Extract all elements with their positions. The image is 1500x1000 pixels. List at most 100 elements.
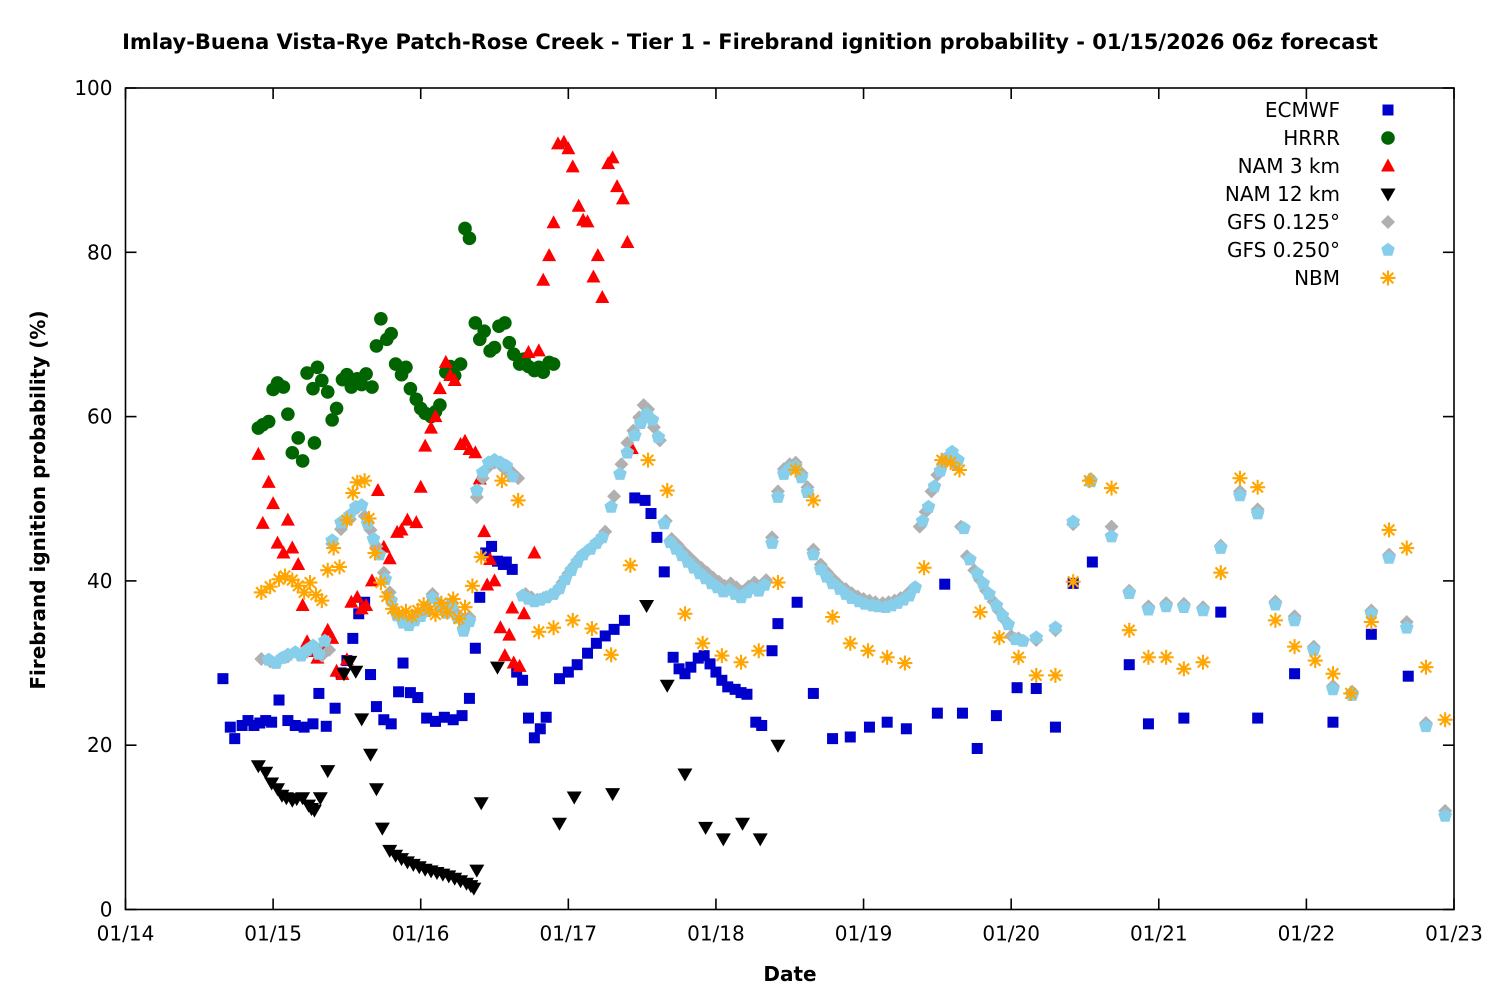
data-point-nbm xyxy=(292,579,305,592)
data-point-hrrr xyxy=(399,360,413,375)
data-point-ecmwf xyxy=(553,673,565,685)
data-point-ecmwf xyxy=(491,555,503,567)
data-point-nam-12-km xyxy=(354,713,370,727)
data-point-ecmwf xyxy=(1030,683,1042,695)
data-point-ecmwf xyxy=(378,714,390,726)
data-point-ecmwf xyxy=(282,715,294,727)
data-point-nbm xyxy=(1400,541,1413,555)
data-point-nam-3-km xyxy=(610,179,625,193)
legend-label: NBM xyxy=(1294,266,1340,290)
data-point-ecmwf xyxy=(404,687,416,699)
data-point-nbm xyxy=(447,592,460,606)
data-point-gfs-0-125- xyxy=(614,457,629,472)
data-point-ecmwf xyxy=(313,687,325,699)
data-point-nbm xyxy=(1177,662,1190,675)
data-point-nbm xyxy=(993,631,1006,644)
data-point-nbm xyxy=(734,656,748,669)
data-point-nam-12-km xyxy=(336,668,352,682)
data-point-ecmwf xyxy=(370,701,382,713)
data-point-nam-12-km xyxy=(466,882,482,896)
data-point-nam-3-km xyxy=(546,215,561,229)
legend-marker-asterisk xyxy=(1381,271,1395,285)
data-point-nam-3-km xyxy=(359,598,374,612)
data-point-nam-12-km xyxy=(735,817,751,831)
data-point-nbm xyxy=(696,637,709,650)
x-axis-label: Date xyxy=(763,962,817,986)
data-point-ecmwf xyxy=(618,614,630,626)
x-tick-label: 01/23 xyxy=(1425,922,1483,946)
data-point-nbm xyxy=(1123,624,1136,637)
data-point-ecmwf xyxy=(289,719,301,731)
data-point-ecmwf xyxy=(639,494,651,506)
data-point-nbm xyxy=(315,594,328,607)
data-point-hrrr xyxy=(295,454,310,468)
data-point-gfs-0-125- xyxy=(607,489,622,504)
legend-marker-square xyxy=(1382,104,1394,116)
data-point-nbm xyxy=(1439,713,1452,726)
data-point-ecmwf xyxy=(599,630,611,642)
data-point-hrrr xyxy=(291,431,306,445)
x-tick-label: 01/20 xyxy=(982,922,1040,946)
data-point-ecmwf xyxy=(522,712,534,724)
data-point-nam-3-km xyxy=(580,214,595,228)
data-point-nbm xyxy=(423,603,436,616)
data-point-nam-12-km xyxy=(342,655,358,669)
data-point-gfs-0-250- xyxy=(1066,514,1080,528)
data-point-ecmwf xyxy=(511,666,523,678)
x-tick-label: 01/14 xyxy=(97,922,155,946)
data-point-hrrr xyxy=(281,407,295,421)
data-point-nbm xyxy=(327,541,340,555)
legend-marker-triangle-up xyxy=(1381,158,1395,172)
data-point-nbm xyxy=(789,463,802,477)
data-point-nbm xyxy=(1049,669,1062,682)
data-point-gfs-0-250- xyxy=(800,485,815,498)
data-point-ecmwf xyxy=(347,632,359,644)
data-point-nam-3-km xyxy=(512,658,527,672)
data-point-gfs-0-250- xyxy=(970,566,985,580)
data-point-nbm xyxy=(1269,614,1282,627)
data-point-gfs-0-250- xyxy=(1268,597,1283,611)
data-point-ecmwf xyxy=(685,661,697,673)
data-point-nam-3-km xyxy=(400,512,415,526)
data-point-gfs-0-250- xyxy=(475,465,490,479)
data-point-hrrr xyxy=(354,377,369,392)
data-point-hrrr xyxy=(320,385,335,399)
data-point-gfs-0-250- xyxy=(765,535,779,549)
data-point-ecmwf xyxy=(517,674,529,686)
data-point-ecmwf xyxy=(741,688,753,700)
data-point-gfs-0-250- xyxy=(627,428,642,442)
data-point-hrrr xyxy=(498,316,512,330)
data-point-nam-3-km xyxy=(595,289,610,303)
data-point-ecmwf xyxy=(528,732,540,744)
data-point-nbm xyxy=(678,607,691,620)
data-point-ecmwf xyxy=(791,596,803,608)
data-point-nam-3-km xyxy=(270,535,285,549)
legend-label: GFS 0.125° xyxy=(1227,210,1340,234)
data-point-nam-3-km xyxy=(468,445,483,459)
data-point-ecmwf xyxy=(500,556,512,568)
data-point-nbm xyxy=(1288,640,1301,653)
data-point-ecmwf xyxy=(474,591,486,603)
data-point-ecmwf xyxy=(1365,628,1377,640)
data-point-nam-12-km xyxy=(605,788,621,802)
data-point-nam-3-km xyxy=(571,198,586,212)
y-axis-label: Firebrand ignition probability (%) xyxy=(26,310,50,690)
data-point-gfs-0-250- xyxy=(927,479,942,493)
data-point-gfs-0-250- xyxy=(499,458,514,472)
data-point-nbm xyxy=(771,576,784,589)
data-point-hrrr xyxy=(462,231,477,246)
data-point-ecmwf xyxy=(273,694,285,706)
data-point-ecmwf xyxy=(307,718,319,730)
data-point-nbm xyxy=(458,601,472,614)
data-point-nam-3-km xyxy=(418,438,433,452)
data-point-nbm xyxy=(351,476,364,489)
data-point-ecmwf xyxy=(750,716,762,728)
data-point-ecmwf xyxy=(827,733,839,745)
data-point-gfs-0-250- xyxy=(945,444,959,458)
data-point-nbm xyxy=(386,602,399,615)
data-point-gfs-0-250- xyxy=(1399,620,1414,634)
data-point-nam-3-km xyxy=(542,248,557,262)
data-point-nam-12-km xyxy=(312,792,328,806)
data-point-gfs-0-250- xyxy=(1419,719,1433,733)
data-point-nbm xyxy=(453,612,466,625)
